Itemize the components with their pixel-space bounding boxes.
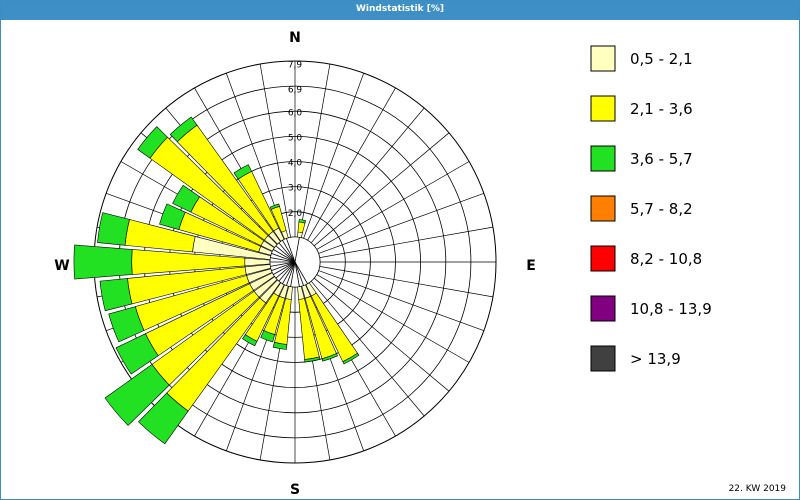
- legend-swatch-0: [590, 45, 616, 72]
- calm-spoke: [272, 249, 296, 263]
- calm-spoke: [286, 261, 296, 286]
- rose-bar-dir-290-class-2: [159, 203, 186, 230]
- rose-bar-dir-260-class-2: [99, 278, 133, 312]
- calm-spoke: [278, 261, 296, 282]
- legend-swatch-1: [590, 95, 616, 122]
- rose-bar-dir-240-class-2: [115, 333, 159, 375]
- legend-swatch-2: [590, 145, 616, 172]
- grid-spoke: [303, 72, 365, 239]
- rose-bar-dir-150-class-2: [342, 352, 360, 365]
- week-label: 22. KW 2019: [728, 484, 786, 494]
- rose-bar-dir-310-class-2: [137, 126, 168, 159]
- legend-label-2: 3,6 - 5,7: [630, 150, 693, 168]
- calm-spoke: [294, 261, 308, 285]
- calm-spoke: [294, 237, 300, 263]
- legend-label-5: 10,8 - 13,9: [630, 300, 712, 318]
- grid-spoke: [319, 226, 493, 258]
- grid-spoke: [319, 266, 493, 298]
- rose-bar-dir-320-class-2: [169, 116, 198, 143]
- rose-bar-dir-270-class-2: [73, 244, 133, 280]
- rose-bar-dir-220-class-2: [138, 392, 189, 445]
- legend-swatch-5: [590, 295, 616, 322]
- direction-label-N: N: [289, 30, 301, 46]
- radial-tick-label: 5,0: [288, 133, 303, 143]
- legend-label-6: > 13,9: [630, 350, 681, 368]
- grid-spoke: [259, 64, 291, 238]
- legend-swatch-3: [590, 195, 616, 222]
- radial-tick-label: 4,0: [288, 159, 303, 169]
- rose-bar-dir-230-class-2: [104, 363, 170, 426]
- grid-spoke: [310, 107, 425, 244]
- rose-bar-dir-160-class-2: [321, 353, 339, 362]
- grid-spoke: [318, 192, 485, 254]
- rose-bar-dir-300-class-2: [172, 184, 201, 213]
- calm-spoke: [286, 238, 296, 263]
- grid-spoke: [313, 277, 450, 392]
- calm-spoke: [294, 261, 304, 286]
- calm-spoke: [270, 257, 296, 263]
- calm-spoke: [290, 261, 296, 287]
- legend-label-4: 8,2 - 10,8: [630, 250, 702, 268]
- legend-swatch-6: [590, 345, 616, 372]
- radial-tick-label: 6,0: [288, 108, 303, 118]
- grid-spoke: [318, 270, 485, 332]
- calm-spoke: [294, 261, 300, 287]
- rose-bar-dir-190-class-2: [272, 341, 288, 350]
- radial-tick-label: 2,0: [288, 209, 303, 219]
- grid-spoke: [299, 64, 331, 238]
- grid-spoke: [310, 280, 425, 417]
- calm-spoke: [271, 261, 296, 271]
- calm-spoke: [278, 242, 296, 263]
- rose-bar-dir-210-class-2: [242, 334, 258, 347]
- rose-bar-dir-170-class-2: [304, 356, 321, 363]
- rose-bar-dir-340-class-2: [269, 203, 280, 210]
- legend-label-0: 0,5 - 2,1: [630, 50, 693, 68]
- direction-label-S: S: [290, 482, 300, 498]
- legend-swatch-4: [590, 245, 616, 272]
- window-title: Windstatistik [%]: [1, 1, 799, 20]
- rose-bar-dir-280-class-2: [97, 212, 130, 246]
- rose-bar-dir-250-class-2: [108, 306, 145, 343]
- legend-label-3: 5,7 - 8,2: [630, 200, 693, 218]
- calm-spoke: [282, 261, 296, 285]
- grid-spoke: [307, 87, 396, 241]
- calm-spoke: [270, 261, 296, 267]
- radial-tick-label: 7,9: [288, 61, 303, 71]
- grid-spoke: [316, 161, 470, 250]
- calm-spoke: [271, 253, 296, 263]
- grid-spoke: [313, 132, 450, 247]
- calm-spoke: [275, 261, 296, 279]
- direction-label-W: W: [54, 258, 69, 274]
- legend-label-1: 2,1 - 3,6: [630, 100, 693, 118]
- calm-spoke: [282, 239, 296, 263]
- direction-label-E: E: [526, 258, 536, 274]
- calm-spoke: [275, 245, 296, 263]
- radial-tick-label: 6,9: [288, 86, 303, 96]
- rose-bar-dir-330-class-2: [233, 164, 253, 180]
- calm-spoke: [272, 261, 296, 275]
- grid-spoke: [316, 274, 470, 363]
- rose-bar-dir-200-class-2: [260, 330, 276, 343]
- radial-tick-label: 3,0: [288, 184, 303, 194]
- rose-bar-dir-10-class-2: [298, 219, 306, 224]
